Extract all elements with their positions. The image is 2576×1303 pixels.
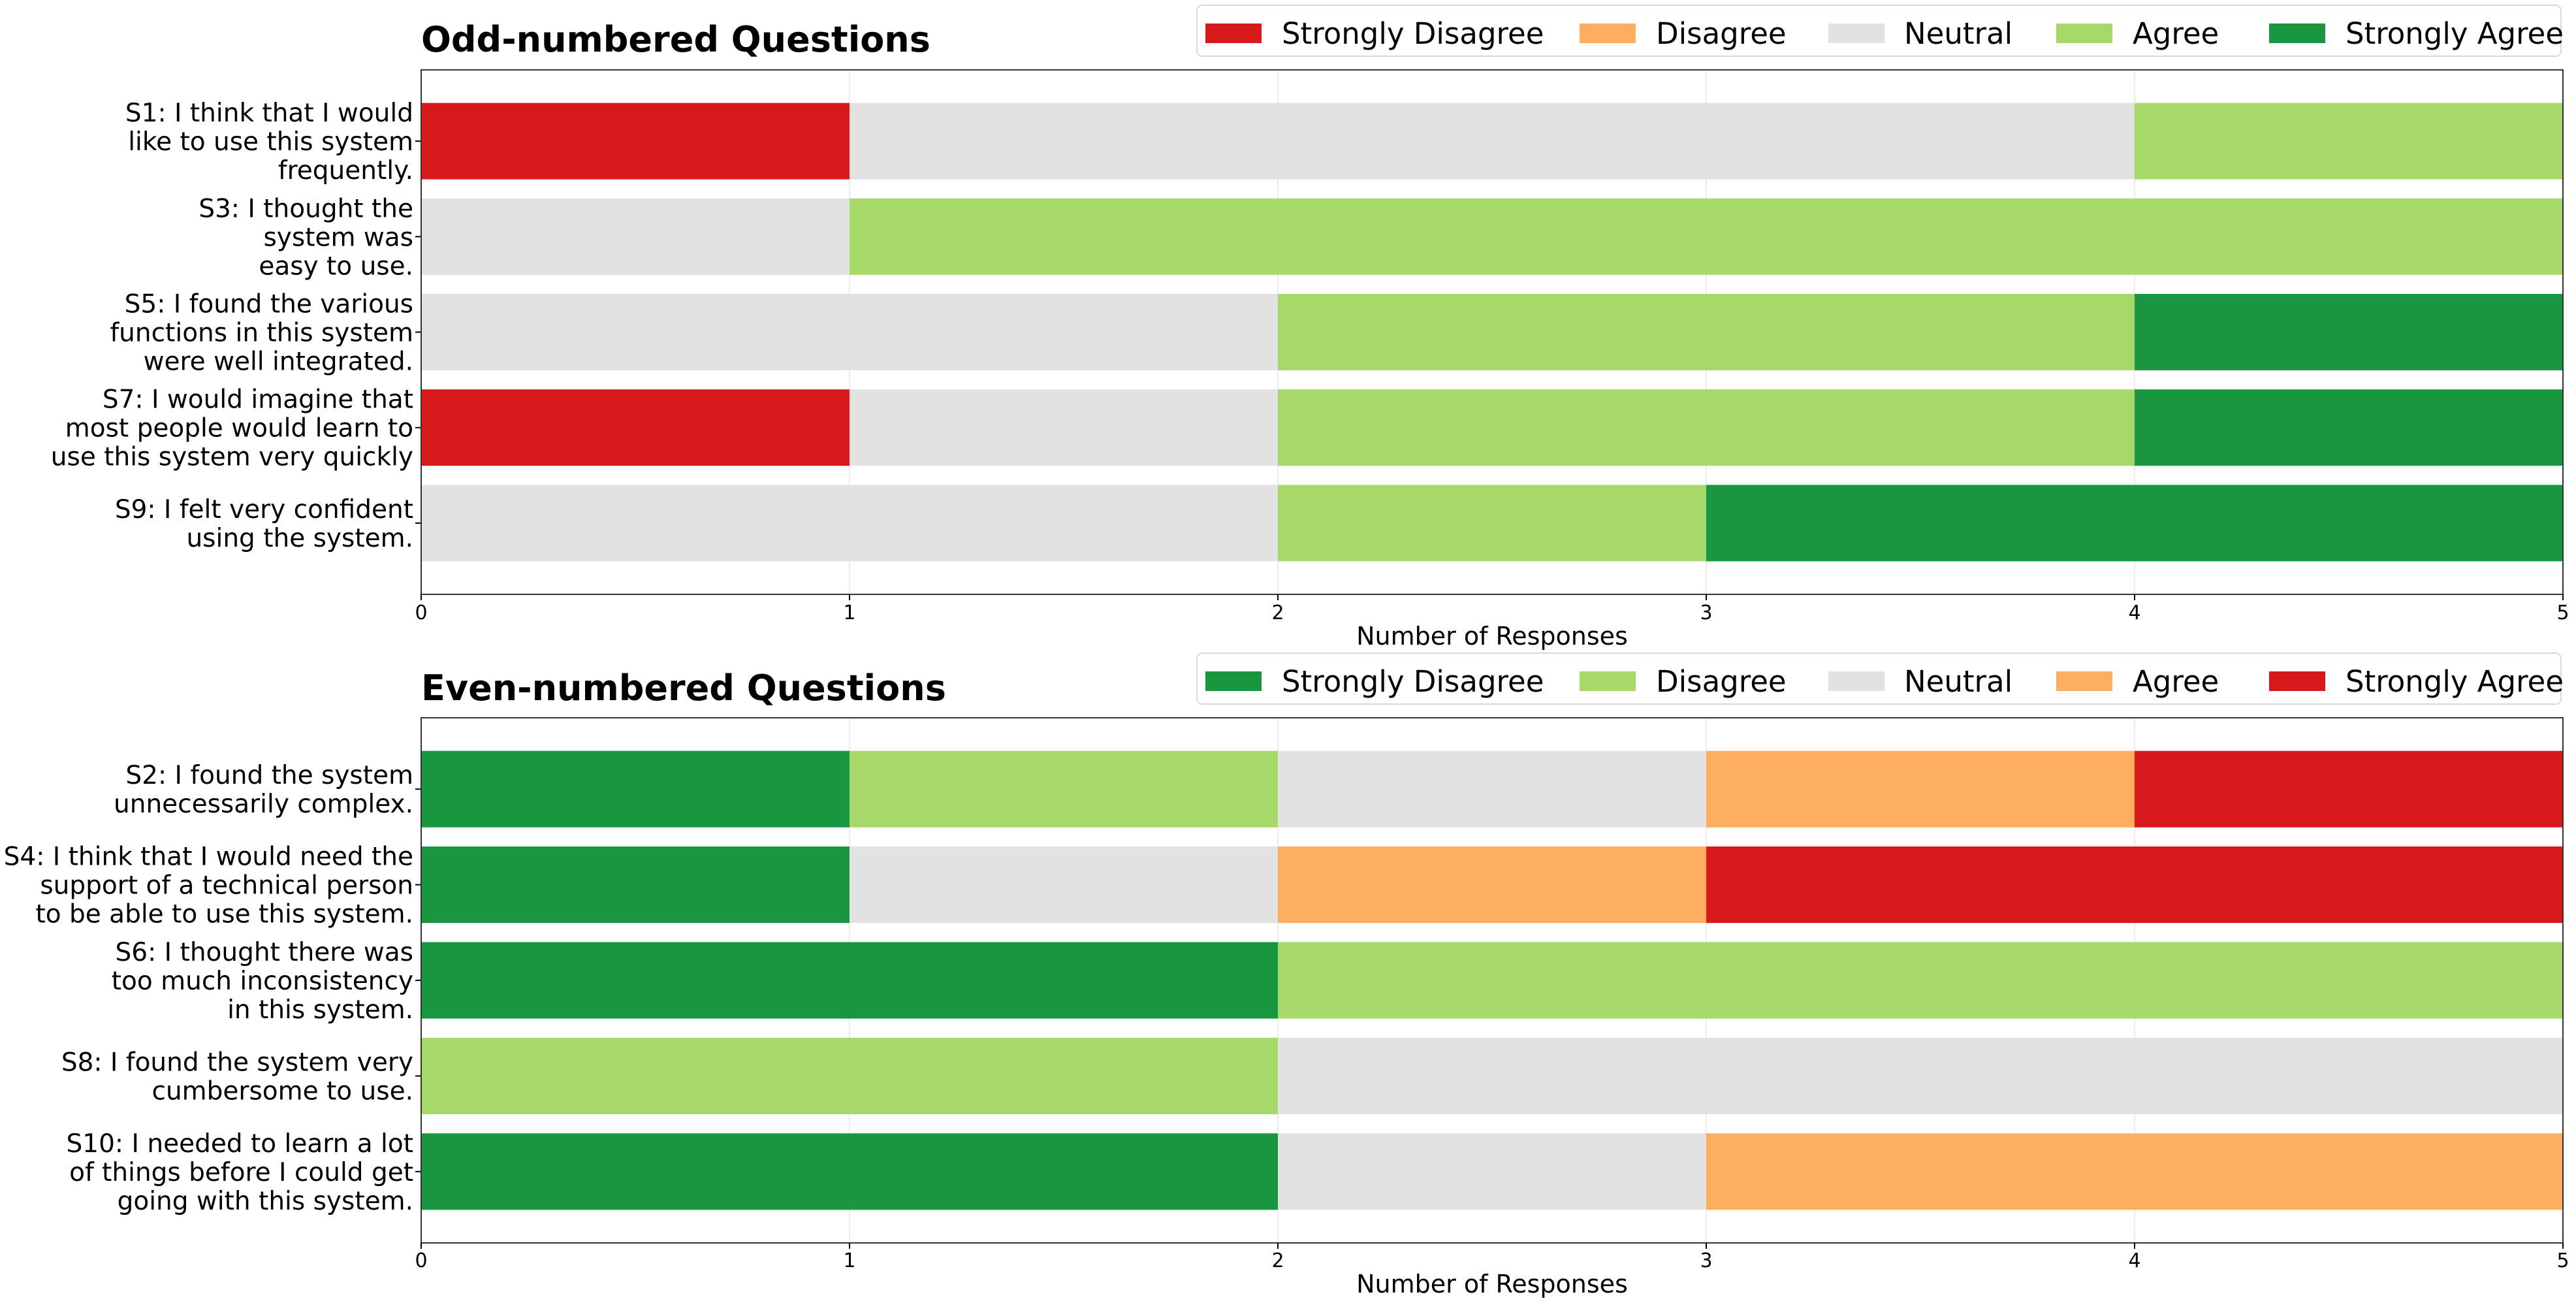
legend-item: Agree	[2056, 16, 2219, 51]
legend-label: Disagree	[1656, 16, 1787, 51]
x-tick-label: 2	[1271, 602, 1284, 624]
legend-label: Neutral	[1904, 16, 2012, 51]
bar-segment	[421, 294, 1278, 370]
x-tick-label: 4	[2128, 602, 2140, 624]
bar-segment	[1706, 485, 2563, 562]
bar-segment	[850, 750, 1278, 828]
panel-title: Even-numbered Questions	[421, 668, 946, 709]
bar-segment	[2135, 389, 2563, 466]
category-label: S9: I felt very confident using the syste…	[115, 495, 413, 553]
category-label: S1: I think that I would like to use this…	[125, 99, 413, 185]
bar-segment	[421, 198, 850, 275]
bar-segment	[421, 103, 850, 180]
x-axis-title: Number of Responses	[1356, 622, 1628, 651]
bar-segment	[850, 198, 2563, 275]
legend-item: Disagree	[1580, 16, 1787, 51]
legend-label: Neutral	[1904, 664, 2012, 699]
legend-label: Agree	[2133, 664, 2219, 699]
chart-panel-2: S2: I found the system unnecessarily comp…	[4, 652, 2569, 1298]
bar-segment	[850, 103, 2135, 180]
category-label: S4: I think that I would need the support…	[4, 843, 413, 929]
legend-label: Strongly Disagree	[1282, 664, 1544, 699]
legend-item: Agree	[2056, 664, 2219, 699]
category-label: S10: I needed to learn a lot of things be…	[67, 1129, 413, 1216]
panel-title: Odd-numbered Questions	[421, 19, 930, 60]
category-label: S5: I found the various functions in this…	[110, 290, 413, 377]
legend-label: Disagree	[1656, 664, 1787, 699]
bar-segment	[2135, 103, 2563, 180]
x-tick-label: 1	[843, 1249, 855, 1272]
bar-segment	[421, 750, 850, 828]
legend-swatch	[1580, 671, 1636, 691]
bar-segment	[850, 389, 1278, 466]
legend-label: Strongly Disagree	[1282, 16, 1544, 51]
bar-segment	[421, 942, 1278, 1019]
x-axis-title: Number of Responses	[1356, 1270, 1628, 1298]
bar-segment	[1278, 750, 1706, 828]
legend-swatch	[1205, 24, 1262, 43]
bar-segment	[421, 389, 850, 466]
legend-item: Strongly Disagree	[1205, 16, 1544, 51]
chart-panel-1: S1: I think that I would like to use this…	[51, 5, 2569, 651]
axes-frame	[421, 717, 2564, 1244]
bar-segment	[850, 846, 1278, 924]
legend-swatch	[2269, 24, 2325, 43]
legend-item: Disagree	[1580, 664, 1787, 699]
x-tick-label: 5	[2556, 602, 2569, 624]
x-tick-label: 2	[1271, 1249, 1284, 1272]
legend-swatch	[1580, 24, 1636, 43]
legend-swatch	[2056, 671, 2112, 691]
bar-segment	[421, 485, 1278, 562]
legend-label: Agree	[2133, 16, 2219, 51]
legend-swatch	[2269, 671, 2325, 691]
bar-segment	[1278, 389, 2135, 466]
bar-segment	[421, 1037, 1278, 1114]
legend: Strongly Disagree Disagree Neutral Agree Str…	[1196, 5, 2564, 57]
bar-segment	[2135, 294, 2563, 370]
bar-segment	[1278, 1133, 1706, 1210]
bar-segment	[1706, 1133, 2563, 1210]
legend-item: Strongly Agree	[2269, 16, 2564, 51]
bar-segment	[421, 1133, 1278, 1210]
x-tick-label: 1	[843, 602, 855, 624]
legend-swatch	[1828, 24, 1884, 43]
bar-segment	[1278, 846, 1706, 924]
category-label: S6: I thought there was too much inconsis…	[112, 938, 413, 1025]
legend: Strongly Disagree Disagree Neutral Agree Str…	[1196, 652, 2564, 705]
x-tick-label: 0	[415, 602, 427, 624]
category-label: S3: I thought the system was easy to use.	[199, 194, 413, 281]
legend-item: Strongly Agree	[2269, 664, 2564, 699]
bar-segment	[2135, 750, 2563, 828]
legend-swatch	[1828, 671, 1884, 691]
legend-item: Neutral	[1828, 664, 2012, 699]
bar-segment	[1706, 750, 2135, 828]
bar-segment	[1278, 942, 2563, 1019]
x-tick-label: 3	[1700, 1249, 1712, 1272]
legend-label: Strongly Agree	[2345, 664, 2564, 699]
x-tick-label: 5	[2556, 1249, 2569, 1272]
legend-label: Strongly Agree	[2345, 16, 2564, 51]
bar-segment	[1278, 1037, 2563, 1114]
x-tick-label: 3	[1700, 602, 1712, 624]
category-label: S2: I found the system unnecessarily comp…	[114, 761, 413, 819]
category-label: S7: I would imagine that most people woul…	[51, 385, 413, 472]
legend-swatch	[2056, 24, 2112, 43]
bar-segment	[1278, 294, 2135, 370]
legend-item: Strongly Disagree	[1205, 664, 1544, 699]
category-label: S8: I found the system very cumbersome to…	[61, 1048, 413, 1106]
x-tick-label: 0	[415, 1249, 427, 1272]
bar-segment	[1278, 485, 1706, 562]
bar-segment	[421, 846, 850, 924]
bar-segment	[1706, 846, 2563, 924]
x-tick-label: 4	[2128, 1249, 2140, 1272]
legend-swatch	[1205, 671, 1262, 691]
legend-item: Neutral	[1828, 16, 2012, 51]
axes-frame	[421, 69, 2564, 595]
